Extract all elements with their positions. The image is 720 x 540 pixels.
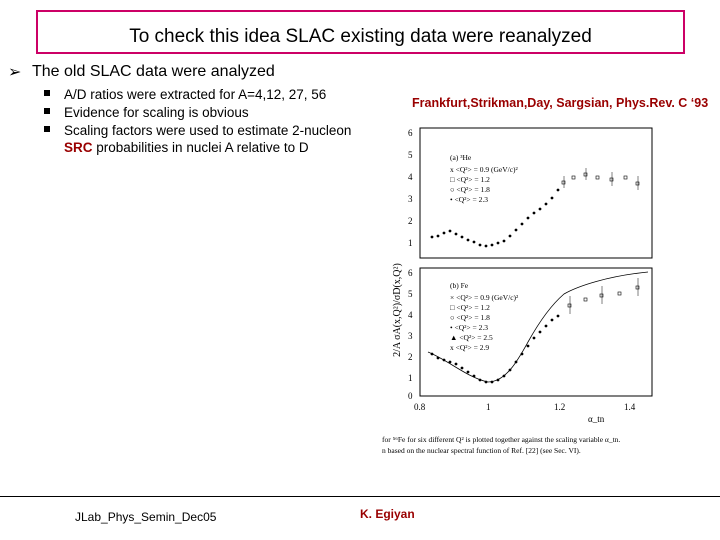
bottom-legend-item: □ <Q²> = 1.2 [450,303,490,312]
figure-ylabel: 2/A σA(x,Q²)/σD(x,Q²) [392,263,403,357]
bottom-legend-item: • <Q²> = 2.3 [450,323,488,332]
bottom-legend: (b) Fe × <Q²> = 0.9 (GeV/c)² □ <Q²> = 1.… [450,281,519,352]
bottom-y-tick: 1 [408,373,413,383]
sub-bullet-3-cont-text: probabilities in nuclei A relative to D [92,140,309,155]
scaling-figure: 2/A σA(x,Q²)/σD(x,Q²) 6 5 4 3 2 1 6 5 4 … [378,120,708,460]
top-legend-item: □ <Q²> = 1.2 [450,175,490,184]
x-tick: 1.4 [624,402,636,412]
bottom-panel-markers [430,278,640,384]
sub-bullet-3-text: Scaling factors were used to estimate 2-… [64,123,352,138]
top-y-tick: 2 [408,216,413,226]
bottom-y-tick: 0 [408,391,413,401]
x-tick: 1.2 [554,402,565,412]
bottom-panel-frame [419,267,653,397]
square-bullet-icon [44,126,50,133]
sub-bullet-2: Evidence for scaling is obvious [44,104,249,121]
bottom-legend-item: ▲ <Q²> = 2.5 [450,333,493,342]
square-bullet-icon [44,108,50,115]
main-bullet-text: The old SLAC data were analyzed [32,63,275,80]
footer-left: JLab_Phys_Semin_Dec05 [75,510,217,524]
bottom-panel-curve [427,271,649,383]
caption-line-2: n based on the nuclear spectral function… [382,446,581,455]
top-y-tick: 5 [408,150,413,160]
top-legend-item: x <Q²> = 0.9 (GeV/c)² [450,165,519,174]
footer-divider [0,496,720,497]
sub-bullet-1: A/D ratios were extracted for A=4,12, 27… [44,86,326,103]
src-highlight: SRC [64,140,93,155]
slide-title: To check this idea SLAC existing data we… [129,26,592,47]
x-ticks: 0.8 1 1.2 1.4 [414,402,636,412]
top-panel-frame [419,127,653,259]
top-panel-label: (a) ³He [450,153,472,162]
square-bullet-icon [44,90,50,97]
sub-bullet-3-continuation: SRC probabilities in nuclei A relative t… [64,140,309,155]
bottom-legend-item: ○ <Q²> = 1.8 [450,313,490,322]
bottom-y-tick: 2 [408,352,413,362]
main-bullet: ➢ The old SLAC data were analyzed [8,62,275,82]
top-y-ticks: 6 5 4 3 2 1 [408,128,413,248]
top-legend-item: • <Q²> = 2.3 [450,195,488,204]
sub-bullet-3: Scaling factors were used to estimate 2-… [44,122,351,139]
citation: Frankfurt,Strikman,Day, Sargsian, Phys.R… [412,96,709,110]
bottom-y-ticks: 6 5 4 3 2 1 0 [408,268,413,401]
top-y-tick: 6 [408,128,413,138]
top-legend-item: ○ <Q²> = 1.8 [450,185,490,194]
x-tick: 1 [486,402,491,412]
title-box: To check this idea SLAC existing data we… [36,10,685,54]
sub-bullet-1-text: A/D ratios were extracted for A=4,12, 27… [64,87,327,102]
figure-caption: for ⁵⁶Fe for six different Q² is plotted… [382,435,620,455]
top-y-tick: 3 [408,194,413,204]
sub-bullet-2-text: Evidence for scaling is obvious [64,105,249,120]
x-tick: 0.8 [414,402,426,412]
bottom-panel-label: (b) Fe [450,281,469,290]
bottom-legend-item: x <Q²> = 2.9 [450,343,489,352]
top-legend: (a) ³He x <Q²> = 0.9 (GeV/c)² □ <Q²> = 1… [450,153,519,204]
top-panel-markers [430,168,640,248]
top-y-tick: 4 [408,172,413,182]
bottom-y-tick: 4 [408,310,413,320]
figure-xlabel: α_tn [588,414,605,424]
caption-line-1: for ⁵⁶Fe for six different Q² is plotted… [382,435,620,444]
bottom-y-tick: 5 [408,289,413,299]
bottom-y-tick: 3 [408,331,413,341]
bottom-y-tick: 6 [408,268,413,278]
arrow-bullet-icon: ➢ [8,64,22,81]
bottom-legend-item: × <Q²> = 0.9 (GeV/c)² [450,293,519,302]
footer-author: K. Egiyan [360,507,415,521]
top-y-tick: 1 [408,238,413,248]
